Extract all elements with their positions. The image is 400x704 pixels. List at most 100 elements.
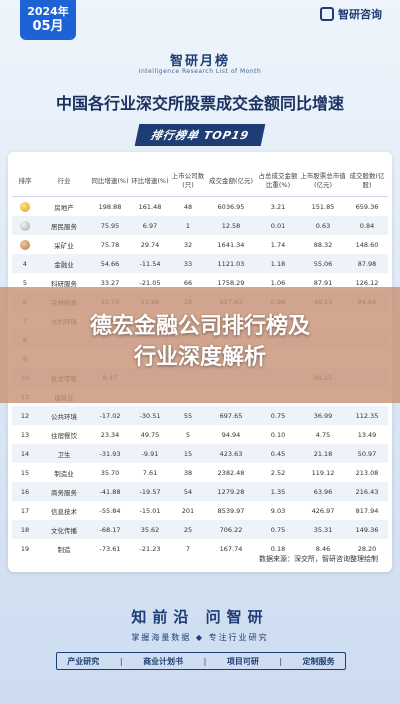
industry-cell: 制造: [57, 545, 71, 554]
table-row: 15 制造业 35.70 7.61 38 2382.48 2.52 119.12 213.08: [12, 463, 388, 482]
overlay-title-line1: 德宏金融公司排行榜及: [89, 314, 310, 339]
count-cell: 38: [183, 468, 193, 477]
mom-cell: 35.62: [130, 520, 170, 539]
table-row: 居民服务 75.95 6.97 1 12.58 0.01 0.63 0.84: [12, 216, 388, 235]
service-item: 定制服务: [302, 656, 335, 666]
cap-cell: 4.75: [315, 430, 331, 439]
mom-cell: 161.48: [138, 202, 162, 211]
rank-cell: 17: [20, 506, 30, 515]
column-header: 成交股数(亿股): [346, 166, 388, 197]
cap-cell: 87.91: [313, 278, 333, 287]
rank-cell: 14: [12, 444, 38, 463]
count-cell: 7: [185, 544, 191, 553]
amount-cell: 1279.28: [206, 482, 256, 501]
share-cell: 0.18: [270, 544, 286, 553]
mom-cell: 7.61: [142, 468, 158, 477]
yoy-cell: -41.88: [90, 482, 130, 501]
column-header: 上市公司数(只): [170, 166, 206, 197]
amount-cell: 8539.97: [217, 506, 245, 515]
rank-cell: 5: [22, 278, 28, 287]
amount-cell: 2382.48: [217, 468, 245, 477]
rank-cell: [12, 235, 38, 254]
rank-cell: 4: [12, 254, 38, 273]
count-cell: 15: [170, 444, 206, 463]
count-cell: 201: [181, 506, 195, 515]
yoy-cell: 35.70: [100, 468, 120, 477]
share-cell: 1.18: [256, 254, 300, 273]
date-month: 05月: [32, 19, 64, 34]
industry-cell: 信息技术: [51, 507, 77, 516]
amount-cell: 94.94: [221, 430, 241, 439]
amount-cell: 12.58: [206, 216, 256, 235]
industry-cell: 房地产: [54, 203, 74, 212]
mom-cell: -21.23: [139, 544, 161, 553]
industry-cell: 住宿餐饮: [51, 431, 77, 440]
share-cell: 0.01: [256, 216, 300, 235]
share-cell: 1.35: [256, 482, 300, 501]
overlay-title: 德宏金融公司排行榜及 行业深度解析: [0, 311, 400, 373]
bronze-medal-icon: [20, 239, 30, 250]
table-row: 16 商务服务 -41.88 -19.57 54 1279.28 1.35 63.96 216.…: [12, 482, 388, 501]
rank-cell: 19: [20, 544, 30, 553]
count-cell: 25: [170, 520, 206, 539]
column-header: 成交金额(亿元): [206, 166, 256, 197]
volume-cell: 112.35: [346, 406, 388, 425]
amount-cell: 697.65: [206, 406, 256, 425]
cap-cell: 426.97: [311, 506, 335, 515]
volume-cell: 0.84: [346, 216, 388, 235]
footer-brand: 知前沿 问智研: [131, 608, 269, 626]
column-header: 上市股票总市值(亿元): [300, 166, 346, 197]
volume-cell: 659.36: [355, 202, 379, 211]
title-overlay: [0, 287, 400, 403]
industry-cell: 卫生: [38, 444, 90, 463]
yoy-cell: -17.02: [90, 406, 130, 425]
separator: |: [119, 656, 123, 666]
mom-cell: 49.75: [140, 430, 160, 439]
industry-cell: 居民服务: [38, 216, 90, 235]
rank-tag: 排行榜单 TOP19: [0, 124, 400, 146]
table-row: 18 文化传播 -68.17 35.62 25 706.22 0.75 35.31 149.36: [12, 520, 388, 539]
amount-cell: 1121.03: [206, 254, 256, 273]
share-cell: 0.45: [256, 444, 300, 463]
share-cell: 0.10: [270, 430, 286, 439]
rank-tag-label: 排行榜单 TOP19: [134, 124, 266, 146]
industry-cell: 公共环境: [38, 406, 90, 425]
volume-cell: 216.43: [346, 482, 388, 501]
volume-cell: 87.98: [346, 254, 388, 273]
mom-cell: -9.91: [130, 444, 170, 463]
cap-cell: 55.06: [300, 254, 346, 273]
company-logo: 智研咨询: [320, 6, 382, 22]
yoy-cell: -31.93: [90, 444, 130, 463]
logo-text: 智研咨询: [338, 8, 382, 21]
share-cell: 2.52: [270, 468, 286, 477]
yoy-cell: 54.66: [90, 254, 130, 273]
cap-cell: 35.31: [300, 520, 346, 539]
separator: |: [203, 656, 207, 666]
volume-cell: 50.97: [346, 444, 388, 463]
count-cell: 54: [170, 482, 206, 501]
amount-cell: 706.22: [206, 520, 256, 539]
count-cell: 1: [170, 216, 206, 235]
separator: |: [279, 656, 283, 666]
yoy-cell: 198.88: [98, 202, 122, 211]
column-header: 行业: [38, 166, 90, 197]
rank-cell: 13: [20, 430, 30, 439]
table-row: 13 住宿餐饮 23.34 49.75 5 94.94 0.10 4.75 13.49: [12, 425, 388, 444]
cap-cell: 151.85: [311, 202, 335, 211]
mom-cell: -11.54: [130, 254, 170, 273]
rank-cell: [12, 216, 38, 235]
amount-cell: 423.63: [206, 444, 256, 463]
page-title: 中国各行业深交所股票成交金额同比增速: [55, 94, 344, 113]
volume-cell: 817.94: [355, 506, 379, 515]
volume-cell: 126.12: [355, 278, 379, 287]
column-header: 环比增速(%): [130, 166, 170, 197]
data-source: 数据来源：深交所，智研咨询整理绘制: [259, 555, 378, 563]
count-cell: 55: [170, 406, 206, 425]
cap-cell: 0.63: [300, 216, 346, 235]
services-bar: 产业研究 | 商业计划书 | 项目可研 | 定制服务: [56, 652, 346, 670]
count-cell: 32: [183, 240, 193, 249]
yoy-cell: 23.34: [100, 430, 120, 439]
table-header-row: 排序 行业 同比增速(%) 环比增速(%) 上市公司数(只) 成交金额(亿元) 占总成交金额…: [12, 166, 388, 197]
footer-slogan: 掌握海量数据 ◆ 专注行业研究: [131, 633, 269, 642]
